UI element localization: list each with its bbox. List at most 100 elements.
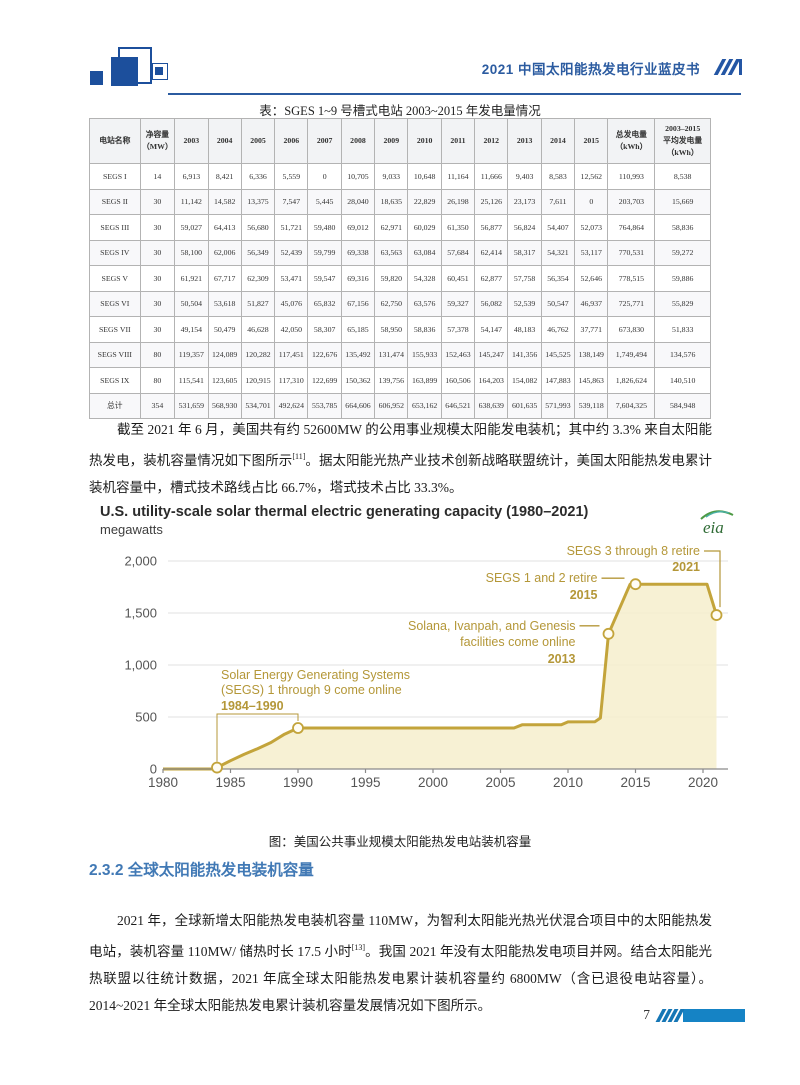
table-caption: 表：SGES 1~9 号槽式电站 2003~2015 年发电量情况 bbox=[259, 104, 541, 118]
value-cell: 56,877 bbox=[474, 214, 509, 241]
value-cell: 58,317 bbox=[507, 239, 542, 266]
value-cell: 13,375 bbox=[240, 188, 276, 215]
value-cell: 764,864 bbox=[607, 214, 656, 241]
value-cell: 134,576 bbox=[654, 341, 711, 368]
value-cell: 150,362 bbox=[340, 367, 376, 394]
capacity-chart-figure: U.S. utility-scale solar thermal electri… bbox=[100, 504, 748, 798]
value-cell: 30 bbox=[139, 239, 176, 266]
value-cell: 65,832 bbox=[307, 290, 342, 317]
table-row: SEGS III 30 59,027 64,413 56,680 51,721 59,480… bbox=[89, 214, 711, 241]
column-header: 2011 bbox=[440, 118, 476, 164]
value-cell: 11,164 bbox=[440, 163, 476, 190]
value-cell: 145,863 bbox=[574, 367, 609, 394]
value-cell: 69,316 bbox=[340, 265, 376, 292]
value-cell: 52,439 bbox=[274, 239, 309, 266]
page-footer: 7 bbox=[643, 1007, 745, 1023]
value-cell: 0 bbox=[307, 163, 342, 190]
svg-text:eia: eia bbox=[703, 518, 724, 537]
figure-caption: 图：美国公共事业规模太阳能热发电站装机容量 bbox=[268, 835, 532, 849]
svg-text:1980: 1980 bbox=[148, 775, 178, 790]
value-cell: 65,185 bbox=[340, 316, 376, 343]
table-row: SEGS IV 30 58,100 62,006 56,349 52,439 59,799 6… bbox=[89, 239, 711, 266]
chart-annotation-text: Solar Energy Generating Systems bbox=[221, 668, 410, 682]
value-cell: 62,877 bbox=[474, 265, 509, 292]
svg-text:1,000: 1,000 bbox=[124, 658, 157, 673]
paragraph-us-capacity: 截至 2021 年 6 月，美国共有约 52600MW 的公用事业规模太阳能发电… bbox=[89, 416, 712, 501]
value-cell: 492,624 bbox=[274, 392, 309, 419]
value-cell: 57,758 bbox=[507, 265, 542, 292]
table-row: SEGS II 30 11,142 14,582 13,375 7,547 5,445 28,… bbox=[89, 188, 711, 215]
value-cell: 120,915 bbox=[240, 367, 276, 394]
value-cell: 49,154 bbox=[174, 316, 209, 343]
value-cell: 46,628 bbox=[240, 316, 276, 343]
column-header: 2008 bbox=[340, 118, 376, 164]
svg-text:1,500: 1,500 bbox=[124, 606, 157, 621]
value-cell: 155,933 bbox=[407, 341, 442, 368]
value-cell: 0 bbox=[574, 188, 609, 215]
value-cell: 58,100 bbox=[174, 239, 209, 266]
column-header: 2013 bbox=[507, 118, 542, 164]
generation-table-body: SEGS I 14 6,913 8,421 6,336 5,559 0 10,705 9,033… bbox=[89, 163, 711, 419]
value-cell: 14 bbox=[139, 163, 176, 190]
value-cell: 56,349 bbox=[240, 239, 276, 266]
table-row: SEGS VIII 80 119,357 124,089 120,282 117,451 1… bbox=[89, 341, 711, 368]
value-cell: 30 bbox=[139, 214, 176, 241]
value-cell: 7,604,325 bbox=[607, 392, 656, 419]
value-cell: 50,479 bbox=[207, 316, 242, 343]
chart-data-marker bbox=[602, 627, 615, 640]
value-cell: 120,282 bbox=[240, 341, 276, 368]
value-cell: 531,659 bbox=[174, 392, 209, 419]
value-cell: 54,407 bbox=[540, 214, 576, 241]
logo-square-small bbox=[90, 71, 103, 85]
value-cell: 9,403 bbox=[507, 163, 542, 190]
footer-bar-icon bbox=[683, 1008, 745, 1022]
section-heading: 2.3.2 全球太阳能热发电装机容量 bbox=[89, 862, 314, 879]
value-cell: 553,785 bbox=[307, 392, 342, 419]
value-cell: 1,749,494 bbox=[607, 341, 656, 368]
footnote-ref-13: [13] bbox=[351, 942, 366, 952]
value-cell: 664,606 bbox=[340, 392, 376, 419]
value-cell: 55,829 bbox=[654, 290, 711, 317]
value-cell: 25,126 bbox=[474, 188, 509, 215]
column-header: 2003–2015 平均发电量 （kWh） bbox=[654, 118, 711, 164]
value-cell: 59,547 bbox=[307, 265, 342, 292]
page-number: 7 bbox=[643, 1007, 650, 1022]
value-cell: 12,562 bbox=[574, 163, 609, 190]
value-cell: 778,515 bbox=[607, 265, 656, 292]
value-cell: 145,525 bbox=[540, 341, 576, 368]
svg-text:500: 500 bbox=[135, 710, 157, 725]
value-cell: 7,611 bbox=[540, 188, 576, 215]
value-cell: 63,084 bbox=[407, 239, 442, 266]
header-slashes-icon bbox=[713, 59, 742, 75]
value-cell: 69,012 bbox=[340, 214, 376, 241]
value-cell: 18,635 bbox=[374, 188, 409, 215]
logo-square-small-outline bbox=[152, 63, 168, 80]
chart-annotation-text: SEGS 3 through 8 retire bbox=[567, 544, 700, 558]
column-header: 净容量 （MW） bbox=[139, 118, 176, 164]
paragraph-text: 截至 2021 年 6 月，美国共有约 52600MW 的公用事业规模太阳能发电… bbox=[89, 421, 712, 468]
value-cell: 54,328 bbox=[407, 265, 442, 292]
value-cell: 122,676 bbox=[307, 341, 342, 368]
value-cell: 59,027 bbox=[174, 214, 209, 241]
station-name-cell: SEGS II bbox=[89, 188, 141, 215]
value-cell: 5,559 bbox=[274, 163, 309, 190]
column-header: 2014 bbox=[540, 118, 576, 164]
column-header: 2003 bbox=[174, 118, 209, 164]
value-cell: 61,921 bbox=[174, 265, 209, 292]
publisher-logo-icon bbox=[88, 47, 170, 95]
chart-annotation-text: (SEGS) 1 through 9 come online bbox=[221, 683, 402, 697]
chart-annotation-text: 1984–1990 bbox=[221, 699, 284, 713]
paragraph-text: 。据太阳能光热产业技术创新战略联盟统计，美国太阳能热发电累计装机容量中，槽式技术… bbox=[89, 452, 713, 495]
value-cell: 568,930 bbox=[207, 392, 242, 419]
chart-data-marker bbox=[292, 722, 304, 734]
value-cell: 8,538 bbox=[654, 163, 711, 190]
value-cell: 139,756 bbox=[374, 367, 409, 394]
value-cell: 601,635 bbox=[507, 392, 542, 419]
column-header: 总发电量 （kWh） bbox=[607, 118, 656, 164]
value-cell: 22,829 bbox=[407, 188, 442, 215]
value-cell: 26,198 bbox=[440, 188, 476, 215]
value-cell: 571,993 bbox=[540, 392, 576, 419]
value-cell: 51,721 bbox=[274, 214, 309, 241]
value-cell: 62,309 bbox=[240, 265, 276, 292]
value-cell: 63,576 bbox=[407, 290, 442, 317]
